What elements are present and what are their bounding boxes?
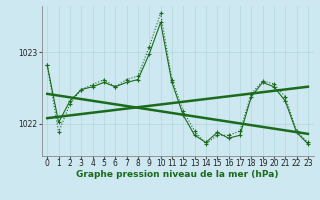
X-axis label: Graphe pression niveau de la mer (hPa): Graphe pression niveau de la mer (hPa)	[76, 170, 279, 179]
